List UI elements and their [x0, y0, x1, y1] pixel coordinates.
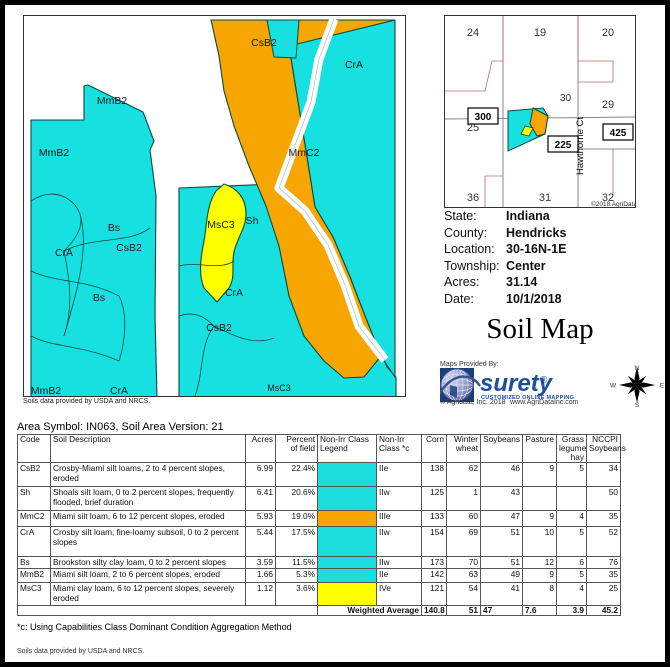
svg-text:CsB2: CsB2 — [116, 242, 142, 254]
svg-text:CsB2: CsB2 — [251, 37, 277, 49]
svg-text:MsC3: MsC3 — [207, 219, 235, 231]
svg-text:425: 425 — [610, 128, 627, 139]
svg-text:MmB2: MmB2 — [31, 385, 61, 397]
svg-text:MmC2: MmC2 — [289, 147, 320, 159]
svg-text:Bs: Bs — [108, 222, 120, 234]
svg-text:24: 24 — [467, 27, 479, 39]
svg-text:©2018 AgriData, Inc.: ©2018 AgriData, Inc. — [591, 200, 636, 208]
svg-text:20: 20 — [602, 27, 614, 39]
svg-text:Sh: Sh — [246, 215, 259, 227]
svg-text:19: 19 — [534, 27, 546, 39]
svg-text:CrA: CrA — [55, 247, 73, 259]
svg-text:225: 225 — [555, 140, 572, 151]
svg-text:CrA: CrA — [110, 385, 128, 397]
svg-text:36: 36 — [467, 192, 479, 204]
svg-text:MmB2: MmB2 — [39, 147, 69, 159]
svg-text:®: ® — [540, 375, 548, 386]
svg-text:Bs: Bs — [93, 292, 105, 304]
svg-text:29: 29 — [602, 99, 614, 111]
svg-text:E: E — [660, 383, 665, 390]
svg-text:300: 300 — [475, 112, 492, 123]
svg-text:31: 31 — [539, 192, 551, 204]
svg-text:MsC3: MsC3 — [267, 383, 291, 393]
svg-text:CrA: CrA — [225, 287, 243, 299]
svg-text:MmB2: MmB2 — [97, 95, 127, 107]
svg-text:30: 30 — [560, 93, 572, 104]
svg-text:S: S — [635, 402, 640, 408]
svg-text:W: W — [610, 383, 617, 390]
svg-text:CsB2: CsB2 — [206, 322, 232, 334]
svg-text:CrA: CrA — [345, 59, 363, 71]
